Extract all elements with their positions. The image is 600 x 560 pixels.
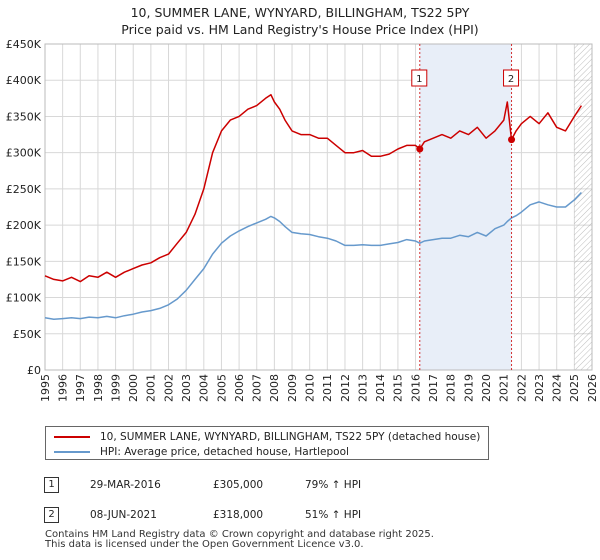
y-tick-label: £250K <box>6 183 42 196</box>
y-tick-label: £300K <box>6 147 42 160</box>
x-tick-label: 2016 <box>409 374 422 402</box>
y-tick-label: £200K <box>6 219 42 232</box>
x-tick-label: 2017 <box>427 374 440 402</box>
x-tick-label: 1996 <box>56 374 69 402</box>
footer: Contains HM Land Registry data © Crown c… <box>45 530 434 550</box>
x-tick-label: 2008 <box>268 374 281 402</box>
hpi-line <box>44 191 582 321</box>
series-lines <box>44 93 583 321</box>
y-tick-label: £400K <box>6 74 42 87</box>
x-tick-label: 2004 <box>198 374 211 402</box>
x-tick-label: 2003 <box>180 374 193 402</box>
shaded-range <box>419 44 512 370</box>
sale-hpi-change-2: 51% ↑ HPI <box>305 509 362 521</box>
x-tick-label: 2022 <box>515 374 528 402</box>
sale-label-text-2: 2 <box>508 74 514 85</box>
x-tick-label: 2010 <box>304 374 317 402</box>
x-tick-label: 2019 <box>462 374 475 402</box>
chart-title: 10, SUMMER LANE, WYNYARD, BILLINGHAM, TS… <box>0 4 600 38</box>
legend-item-hpi: HPI: Average price, detached house, Hart… <box>54 444 349 459</box>
y-tick-label: £100K <box>6 292 42 305</box>
title-line-1: 10, SUMMER LANE, WYNYARD, BILLINGHAM, TS… <box>130 5 470 20</box>
title-line-2: Price paid vs. HM Land Registry's House … <box>121 22 479 37</box>
x-tick-label: 1998 <box>92 374 105 402</box>
sale-marker-2: 2 <box>44 507 59 523</box>
x-tick-label: 2013 <box>356 374 369 402</box>
x-tick-label: 2001 <box>145 374 158 402</box>
x-tick-label: 2026 <box>586 374 599 402</box>
legend-label-hpi: HPI: Average price, detached house, Hart… <box>100 445 349 458</box>
sale-price-1: £305,000 <box>213 479 264 491</box>
y-tick-label: £150K <box>6 255 42 268</box>
sale-row-1: 1 29-MAR-2016 £305,000 79% ↑ HPI <box>0 477 600 497</box>
sale-date-1: 29-MAR-2016 <box>90 479 161 491</box>
x-tick-label: 1995 <box>39 374 52 402</box>
x-tick-label: 2007 <box>251 374 264 402</box>
sale-row-2: 2 08-JUN-2021 £318,000 51% ↑ HPI <box>0 507 600 527</box>
y-tick-label: £350K <box>6 110 42 123</box>
sale-date-2: 08-JUN-2021 <box>90 509 157 521</box>
x-tick-label: 2012 <box>339 374 352 402</box>
legend-item-property: 10, SUMMER LANE, WYNYARD, BILLINGHAM, TS… <box>54 429 480 444</box>
sale-label-text-1: 1 <box>416 74 422 85</box>
axis-ticks: £0 £50K £100K £150K £200K £250K £300K £350K £400… <box>6 38 599 402</box>
property-price-line <box>44 93 583 283</box>
x-tick-label: 2011 <box>321 374 334 402</box>
plot-area <box>44 43 593 371</box>
x-tick-label: 2005 <box>215 374 228 402</box>
footer-line-2: This data is licensed under the Open Gov… <box>45 539 364 550</box>
x-tick-label: 2000 <box>127 374 140 402</box>
sale-label-box-2 <box>503 69 520 87</box>
x-tick-label: 2002 <box>162 374 175 402</box>
x-tick-label: 2015 <box>392 374 405 402</box>
x-tick-label: 2020 <box>480 374 493 402</box>
legend-label-property: 10, SUMMER LANE, WYNYARD, BILLINGHAM, TS… <box>100 430 481 443</box>
x-tick-label: 2025 <box>568 374 581 402</box>
sale-point-1 <box>416 145 424 153</box>
projection-hatch <box>574 44 592 370</box>
sale-price-2: £318,000 <box>213 509 264 521</box>
x-tick-label: 2023 <box>533 374 546 402</box>
legend: 10, SUMMER LANE, WYNYARD, BILLINGHAM, TS… <box>45 426 489 460</box>
x-tick-label: 1997 <box>74 374 87 402</box>
y-tick-label: £50K <box>13 328 42 341</box>
y-tick-label: £0 <box>27 364 41 377</box>
x-tick-label: 1999 <box>109 374 122 402</box>
legend-swatch-property <box>54 435 90 438</box>
footer-line-1: Contains HM Land Registry data © Crown c… <box>45 529 434 540</box>
y-tick-label: £450K <box>6 38 42 51</box>
plot-frame <box>44 43 593 371</box>
x-tick-label: 2024 <box>551 374 564 402</box>
x-tick-label: 2021 <box>498 374 511 402</box>
sale-marker-1: 1 <box>44 477 59 493</box>
legend-swatch-hpi <box>54 450 90 453</box>
x-tick-label: 2009 <box>286 374 299 402</box>
shaded-period <box>419 44 592 370</box>
x-tick-label: 2018 <box>445 374 458 402</box>
sale-hpi-change-1: 79% ↑ HPI <box>305 479 362 491</box>
x-tick-label: 2006 <box>233 374 246 402</box>
x-tick-label: 2014 <box>374 374 387 402</box>
sale-point-2 <box>508 136 516 144</box>
sale-label-box-1 <box>411 69 428 87</box>
